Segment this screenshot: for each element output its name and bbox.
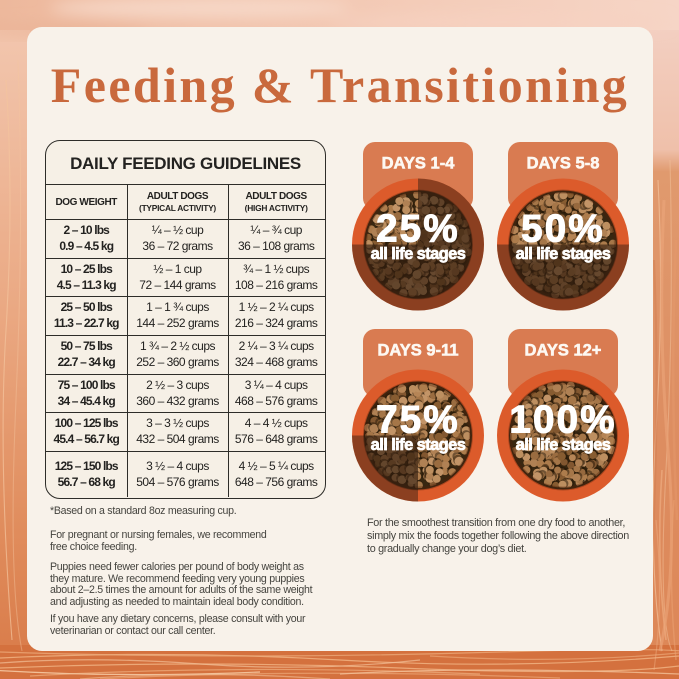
svg-text:all life stages: all life stages bbox=[516, 436, 611, 454]
svg-text:DAYS 12+: DAYS 12+ bbox=[525, 341, 602, 359]
svg-text:DAYS 9-11: DAYS 9-11 bbox=[377, 341, 458, 359]
svg-text:25%: 25% bbox=[376, 207, 460, 250]
svg-text:DAYS 1-4: DAYS 1-4 bbox=[381, 154, 455, 172]
svg-text:75%: 75% bbox=[376, 398, 460, 441]
svg-text:all life stages: all life stages bbox=[370, 245, 465, 263]
svg-text:all life stages: all life stages bbox=[516, 245, 611, 263]
svg-text:all life stages: all life stages bbox=[370, 436, 465, 454]
svg-text:DAYS 5-8: DAYS 5-8 bbox=[527, 154, 600, 172]
svg-text:100%: 100% bbox=[509, 398, 616, 441]
svg-text:50%: 50% bbox=[521, 207, 605, 250]
